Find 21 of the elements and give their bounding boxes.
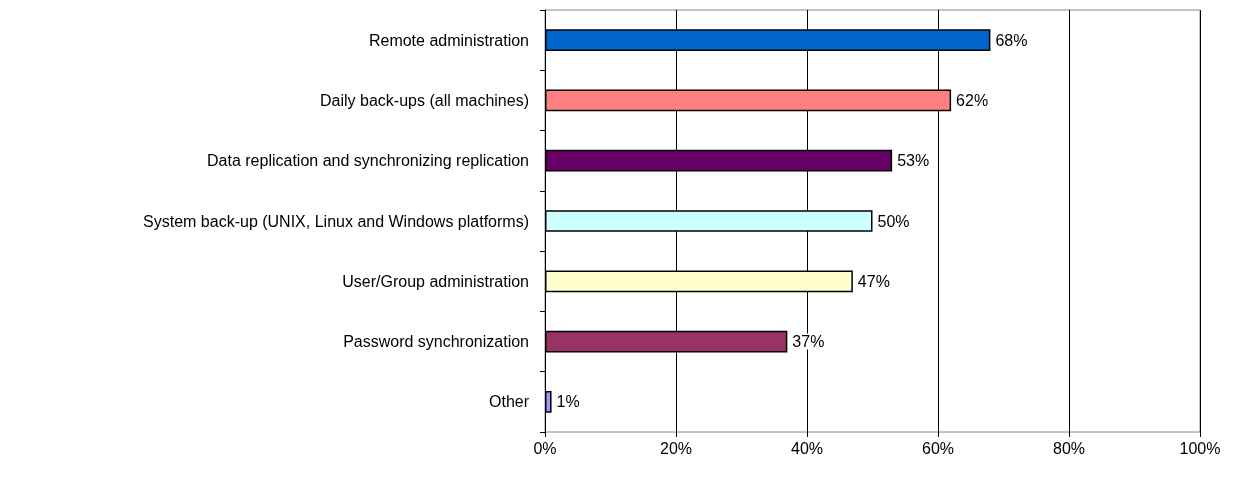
- bar: [545, 391, 552, 413]
- y-tick-label: Password synchronization: [343, 333, 529, 351]
- y-tick-label: Daily back-ups (all machines): [320, 91, 529, 109]
- x-tick-label: 0%: [533, 439, 557, 457]
- x-tick-label: 60%: [921, 439, 955, 457]
- x-tick-label: 20%: [659, 439, 693, 457]
- data-label: 1%: [556, 393, 580, 411]
- data-label: 62%: [956, 91, 989, 109]
- y-tick-label: Other: [488, 393, 530, 411]
- data-label: 68%: [995, 31, 1028, 49]
- y-tick-label: User/Group administration: [342, 272, 529, 290]
- x-tick-label: 100%: [1179, 439, 1221, 457]
- y-tick-label: Remote administration: [368, 31, 529, 49]
- data-label: 47%: [857, 272, 890, 290]
- y-tick-label: System back-up (UNIX, Linux and Windows platforms): [143, 212, 529, 230]
- data-label: 53%: [897, 152, 930, 170]
- y-tick-label: Data replication and synchronizing replication: [207, 152, 529, 170]
- x-tick-label: 40%: [790, 439, 824, 457]
- data-label: 50%: [877, 212, 910, 230]
- data-label: 37%: [792, 333, 825, 351]
- x-tick-label: 80%: [1052, 439, 1086, 457]
